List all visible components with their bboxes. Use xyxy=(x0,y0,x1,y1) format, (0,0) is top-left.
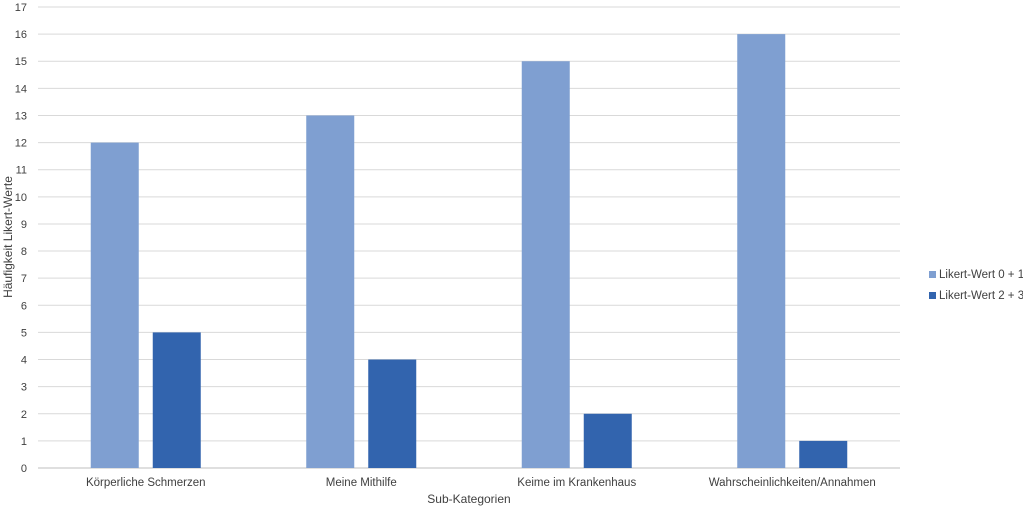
bar-1-2 xyxy=(306,115,355,469)
x-tick-label: Körperliche Schmerzen xyxy=(86,477,206,489)
y-tick-label: 3 xyxy=(21,382,27,394)
y-tick-label: 4 xyxy=(21,355,27,367)
y-axis-title: Häufigkeit Likert-Werte xyxy=(1,176,15,298)
y-tick-label: 12 xyxy=(15,138,27,150)
y-tick-label: 9 xyxy=(21,219,27,231)
y-tick-label: 5 xyxy=(21,327,27,339)
bar-1-1 xyxy=(90,142,139,468)
y-tick-label: 2 xyxy=(21,409,27,421)
bars xyxy=(90,34,848,469)
y-tick-label: 8 xyxy=(21,246,27,258)
y-tick-label: 14 xyxy=(15,83,27,95)
x-tick-label: Wahrscheinlichkeiten/Annahmen xyxy=(709,477,876,489)
bar-2-2 xyxy=(368,359,417,468)
y-tick-label: 7 xyxy=(21,273,27,285)
y-tick-label: 11 xyxy=(16,165,27,177)
x-axis-title: Sub-Kategorien xyxy=(427,492,510,506)
y-tick-label: 17 xyxy=(15,2,27,14)
y-tick-label: 6 xyxy=(21,300,27,312)
x-tick-label: Keime im Krankenhaus xyxy=(517,477,636,489)
legend-swatch xyxy=(929,271,936,278)
y-tick-label: 15 xyxy=(15,56,27,68)
legend-swatch xyxy=(929,292,936,299)
y-tick-label: 16 xyxy=(15,29,27,41)
bar-2-3 xyxy=(583,413,632,468)
y-tick-label: 13 xyxy=(15,110,27,122)
bar-2-1 xyxy=(152,332,201,468)
bar-2-4 xyxy=(799,440,848,468)
y-tick-label: 0 xyxy=(21,463,27,475)
legend-label: Likert-Wert 2 + 3 xyxy=(939,290,1023,302)
bar-1-4 xyxy=(737,34,786,468)
bar-1-3 xyxy=(521,61,570,469)
y-tick-label: 10 xyxy=(15,192,27,204)
legend: Likert-Wert 0 + 1 Likert-Wert 2 + 3 xyxy=(929,269,1023,302)
legend-label: Likert-Wert 0 + 1 xyxy=(939,269,1023,281)
category-labels: Körperliche Schmerzen Meine Mithilfe Keime… xyxy=(86,477,876,489)
x-tick-label: Meine Mithilfe xyxy=(326,477,397,489)
y-tick-label: 1 xyxy=(21,436,27,448)
